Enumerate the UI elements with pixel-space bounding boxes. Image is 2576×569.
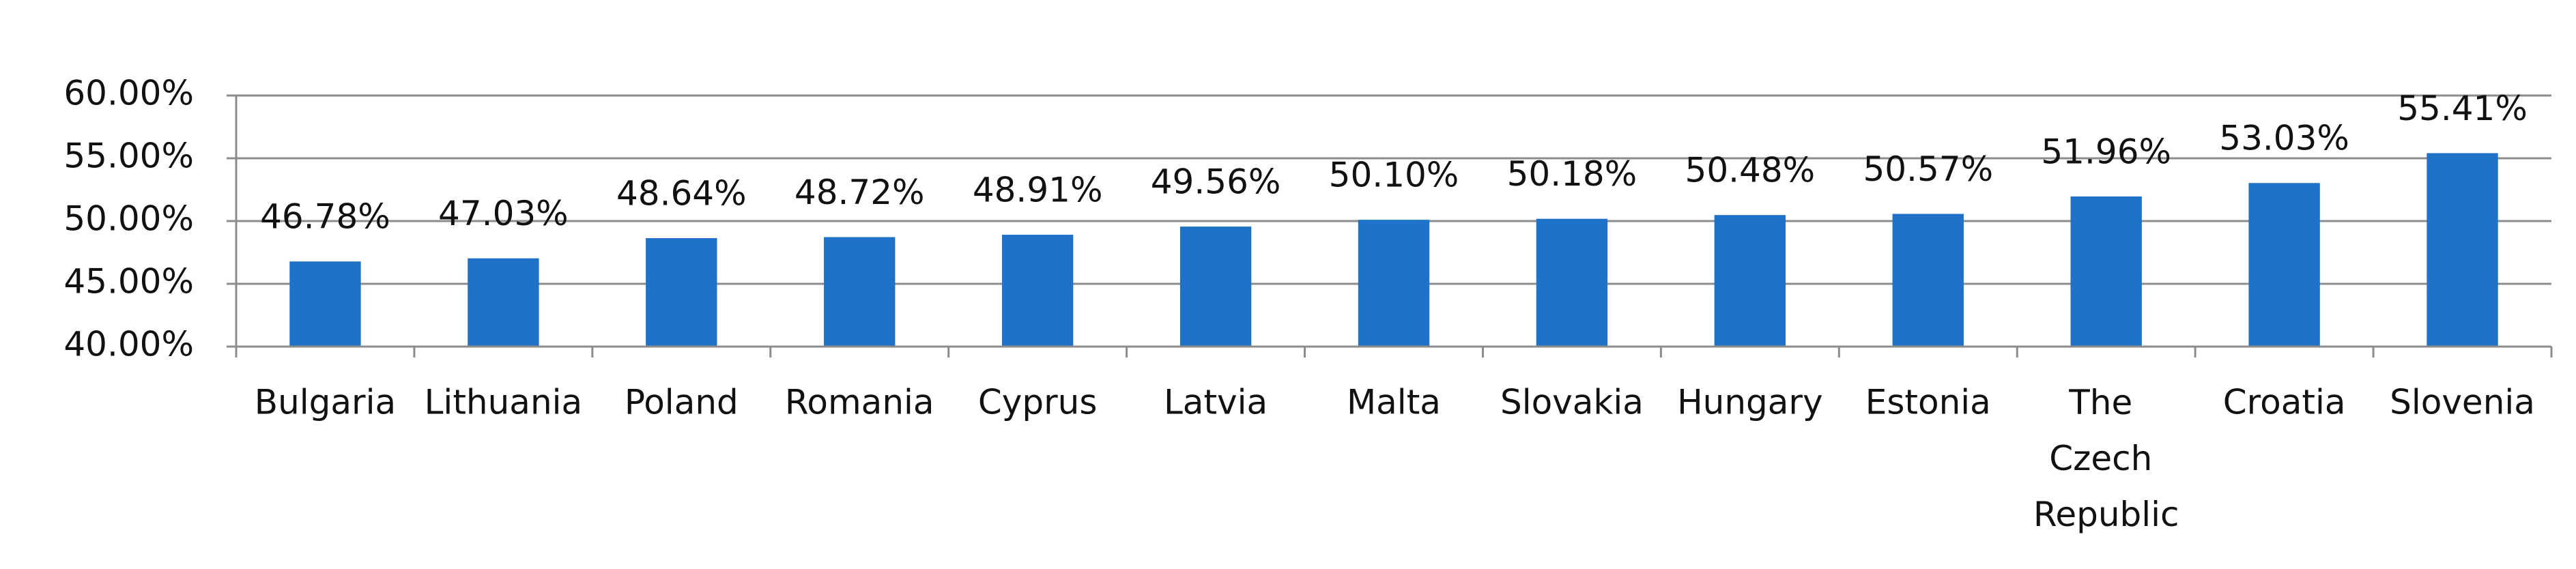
x-tick-label: Lithuania (425, 383, 583, 422)
data-label: 46.78% (260, 197, 390, 237)
bar (1179, 227, 1252, 347)
data-label: 49.56% (1151, 162, 1281, 202)
data-label: 51.96% (2041, 132, 2171, 171)
x-tick-label: Cyprus (978, 383, 1098, 422)
data-label: 50.10% (1329, 156, 1459, 195)
x-tick-label: Slovakia (1500, 383, 1644, 422)
x-tick-label-line: The (2068, 383, 2143, 422)
data-label: 47.03% (438, 194, 569, 233)
y-tick-label: 55.00% (63, 136, 194, 176)
x-tick-label: Bulgaria (255, 383, 396, 422)
x-tick-label: Latvia (1164, 383, 1268, 422)
x-tick-label: The Czech Republic (2033, 383, 2179, 534)
data-label: 50.18% (1507, 154, 1637, 194)
bar (1536, 218, 1608, 347)
bar (824, 237, 896, 347)
y-tick-label: 50.00% (63, 199, 194, 239)
bar (468, 258, 539, 347)
bar (2248, 183, 2320, 347)
data-label: 48.64% (616, 174, 747, 214)
x-tick-label: Poland (625, 383, 739, 422)
bar (1892, 214, 1964, 347)
x-tick-label: Estonia (1865, 383, 1991, 422)
bar (2070, 196, 2142, 347)
x-tick-label: Malta (1347, 383, 1441, 422)
bar (1358, 220, 1430, 347)
data-label: 50.57% (1863, 149, 1993, 189)
bar (2427, 153, 2498, 347)
data-label: 48.91% (973, 171, 1103, 210)
data-label: 48.72% (795, 173, 925, 212)
data-label: 55.41% (2397, 89, 2528, 128)
y-tick-label: 45.00% (63, 262, 194, 302)
x-tick-label: Croatia (2223, 383, 2346, 422)
bar (646, 238, 717, 347)
y-tick-label: 60.00% (63, 74, 194, 113)
data-label: 53.03% (2219, 119, 2349, 158)
x-tick-label: Slovenia (2390, 383, 2535, 422)
x-tick-label-line: Republic (2033, 495, 2179, 534)
bar (1714, 215, 1786, 347)
x-tick-label-line: Czech (2049, 439, 2163, 478)
bar (289, 261, 361, 347)
y-tick-label: 40.00% (63, 325, 194, 364)
bar (1001, 235, 1074, 347)
x-tick-label: Hungary (1677, 383, 1823, 422)
x-tick-label: Romania (785, 383, 934, 422)
data-label: 50.48% (1685, 151, 1816, 190)
